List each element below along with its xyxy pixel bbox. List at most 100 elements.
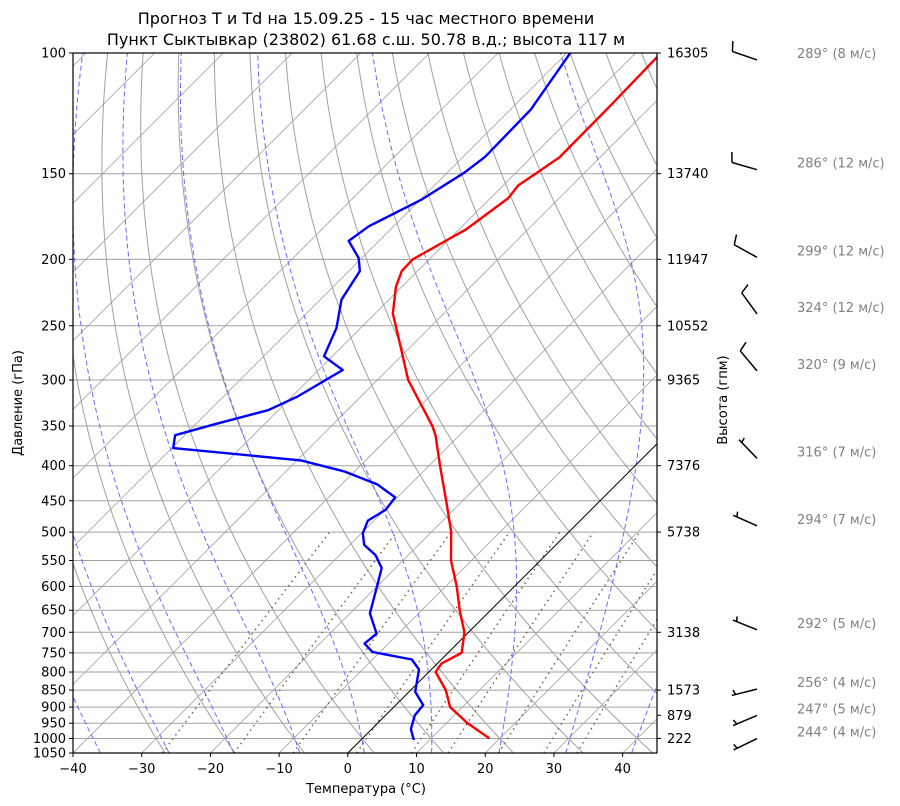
- isotherm-line: [141, 237, 657, 753]
- y-tick-label: 950: [41, 717, 66, 732]
- wind-label: 286° (12 м/с): [797, 157, 885, 172]
- wind-barb: [732, 616, 758, 631]
- wind-barb: [732, 511, 758, 527]
- isotherm-line: [73, 53, 293, 273]
- dry-adiabat-line: [356, 53, 657, 632]
- wind-label: 316° (7 м/с): [797, 445, 876, 460]
- wind-label: 292° (5 м/с): [797, 617, 876, 632]
- mixing-ratio-line: [497, 531, 641, 753]
- wind-barb-staff: [732, 50, 758, 61]
- wind-barb: [741, 284, 758, 315]
- dry-adiabat-line: [140, 53, 375, 753]
- y-axis-right-label: Высота (гпм): [716, 355, 731, 444]
- wind-barb-half: [732, 689, 737, 695]
- x-tick-label: 40: [614, 762, 631, 777]
- axes-ticks: −40 −30 −20 −10 0 10 20 30 40 100 150 200 250 300 350 4…: [33, 47, 708, 778]
- profile-series: [171, 53, 657, 741]
- dry-adiabat-line: [285, 53, 654, 753]
- y-tick-label: 1000: [33, 732, 66, 747]
- dry-adiabat-line: [391, 53, 657, 568]
- chart-title-line-1: Прогноз T и Td на 15.09.25 - 15 час мест…: [138, 9, 594, 28]
- y-tick-label: 350: [41, 419, 66, 434]
- isotherm-line: [73, 53, 224, 204]
- mixing-ratio-line: [576, 618, 657, 753]
- wind-barb-staff: [733, 244, 758, 258]
- height-tick-label: 5738: [667, 526, 700, 541]
- isotherm-line: [73, 53, 568, 548]
- mixing-ratio-line: [161, 531, 331, 753]
- wind-barb-staff: [739, 350, 758, 372]
- x-tick-label: −40: [59, 762, 86, 777]
- mixing-ratio-line: [233, 531, 397, 753]
- y-tick-label: 200: [41, 253, 66, 268]
- wind-barb-half: [736, 511, 739, 517]
- y-tick-label: 1050: [33, 747, 66, 762]
- wind-label: 247° (5 м/с): [797, 702, 876, 717]
- wind-barb-full: [739, 341, 747, 352]
- x-tick-label: −10: [265, 762, 292, 777]
- x-tick-label: −20: [197, 762, 224, 777]
- y-tick-label: 850: [41, 684, 66, 699]
- height-tick-label: 222: [667, 732, 692, 747]
- y-tick-label: 800: [41, 666, 66, 681]
- y-tick-label: 450: [41, 494, 66, 509]
- dry-adiabat-line: [463, 53, 657, 440]
- wind-barb: [733, 234, 758, 258]
- x-tick-label: 20: [477, 762, 494, 777]
- y-tick-label: 600: [41, 580, 66, 595]
- wind-barb: [739, 341, 758, 372]
- height-tick-label: 7376: [667, 459, 700, 474]
- moist-adiabat-line: [73, 53, 235, 753]
- height-tick-label: 879: [667, 709, 692, 724]
- wind-label: 324° (12 м/с): [797, 301, 885, 316]
- wind-barb-staff: [731, 161, 758, 171]
- wind-barb-half: [732, 719, 738, 725]
- mixing-ratio-line: [410, 531, 561, 753]
- plot-frame: [72, 52, 658, 754]
- wind-barb: [731, 152, 758, 171]
- chart-title-line-2: Пункт Сыктывкар (23802) 61.68 с.ш. 50.78…: [107, 30, 625, 49]
- y-axis-label: Давление (гПа): [11, 350, 26, 456]
- wind-label: 289° (8 м/с): [797, 47, 876, 62]
- y-tick-label: 900: [41, 701, 66, 716]
- plot-background-lines: [73, 53, 657, 753]
- dry-adiabat-line: [320, 53, 657, 695]
- y-tick-label: 300: [41, 374, 66, 389]
- moist-adiabat-line: [257, 53, 433, 753]
- x-axis-label: Температура (°C): [305, 782, 426, 797]
- wind-barb-half: [733, 743, 738, 749]
- wind-barb: [738, 437, 758, 459]
- mixing-ratio-line: [292, 531, 452, 753]
- height-tick-label: 10552: [667, 319, 708, 334]
- dry-adiabat-line: [73, 562, 166, 753]
- height-tick-label: 11947: [667, 253, 708, 268]
- height-tick-label: 9365: [667, 374, 700, 389]
- height-tick-label: 1573: [667, 684, 700, 699]
- wind-label: 244° (4 м/с): [797, 726, 876, 741]
- wind-label: 256° (4 м/с): [797, 676, 876, 691]
- moist-adiabat-line: [122, 53, 301, 753]
- wind-barb-staff: [738, 439, 758, 459]
- dry-adiabat-line: [73, 352, 236, 753]
- y-tick-label: 500: [41, 526, 66, 541]
- wind-barb-staff: [732, 619, 758, 631]
- temperature-line: [391, 55, 657, 740]
- height-tick-label: 3138: [667, 626, 700, 641]
- moist-adiabat-line: [559, 53, 645, 753]
- moist-adiabat-line: [372, 53, 518, 753]
- height-tick-label: 16305: [667, 47, 708, 62]
- y-tick-label: 650: [41, 604, 66, 619]
- dewpoint-line: [171, 53, 572, 741]
- wind-barb-staff: [733, 737, 758, 751]
- mixing-ratio-line: [447, 531, 595, 753]
- isotherm-line: [210, 305, 657, 753]
- wind-label: 294° (7 м/с): [797, 513, 876, 528]
- x-tick-label: −30: [128, 762, 155, 777]
- wind-barb: [731, 688, 758, 697]
- mixing-ratio-line: [543, 568, 657, 753]
- wind-label: 320° (9 м/с): [797, 358, 876, 373]
- wind-barb-staff: [732, 714, 758, 727]
- wind-barb-full: [733, 234, 738, 245]
- isotherm-line: [73, 99, 657, 685]
- wind-barb-staff: [731, 688, 758, 697]
